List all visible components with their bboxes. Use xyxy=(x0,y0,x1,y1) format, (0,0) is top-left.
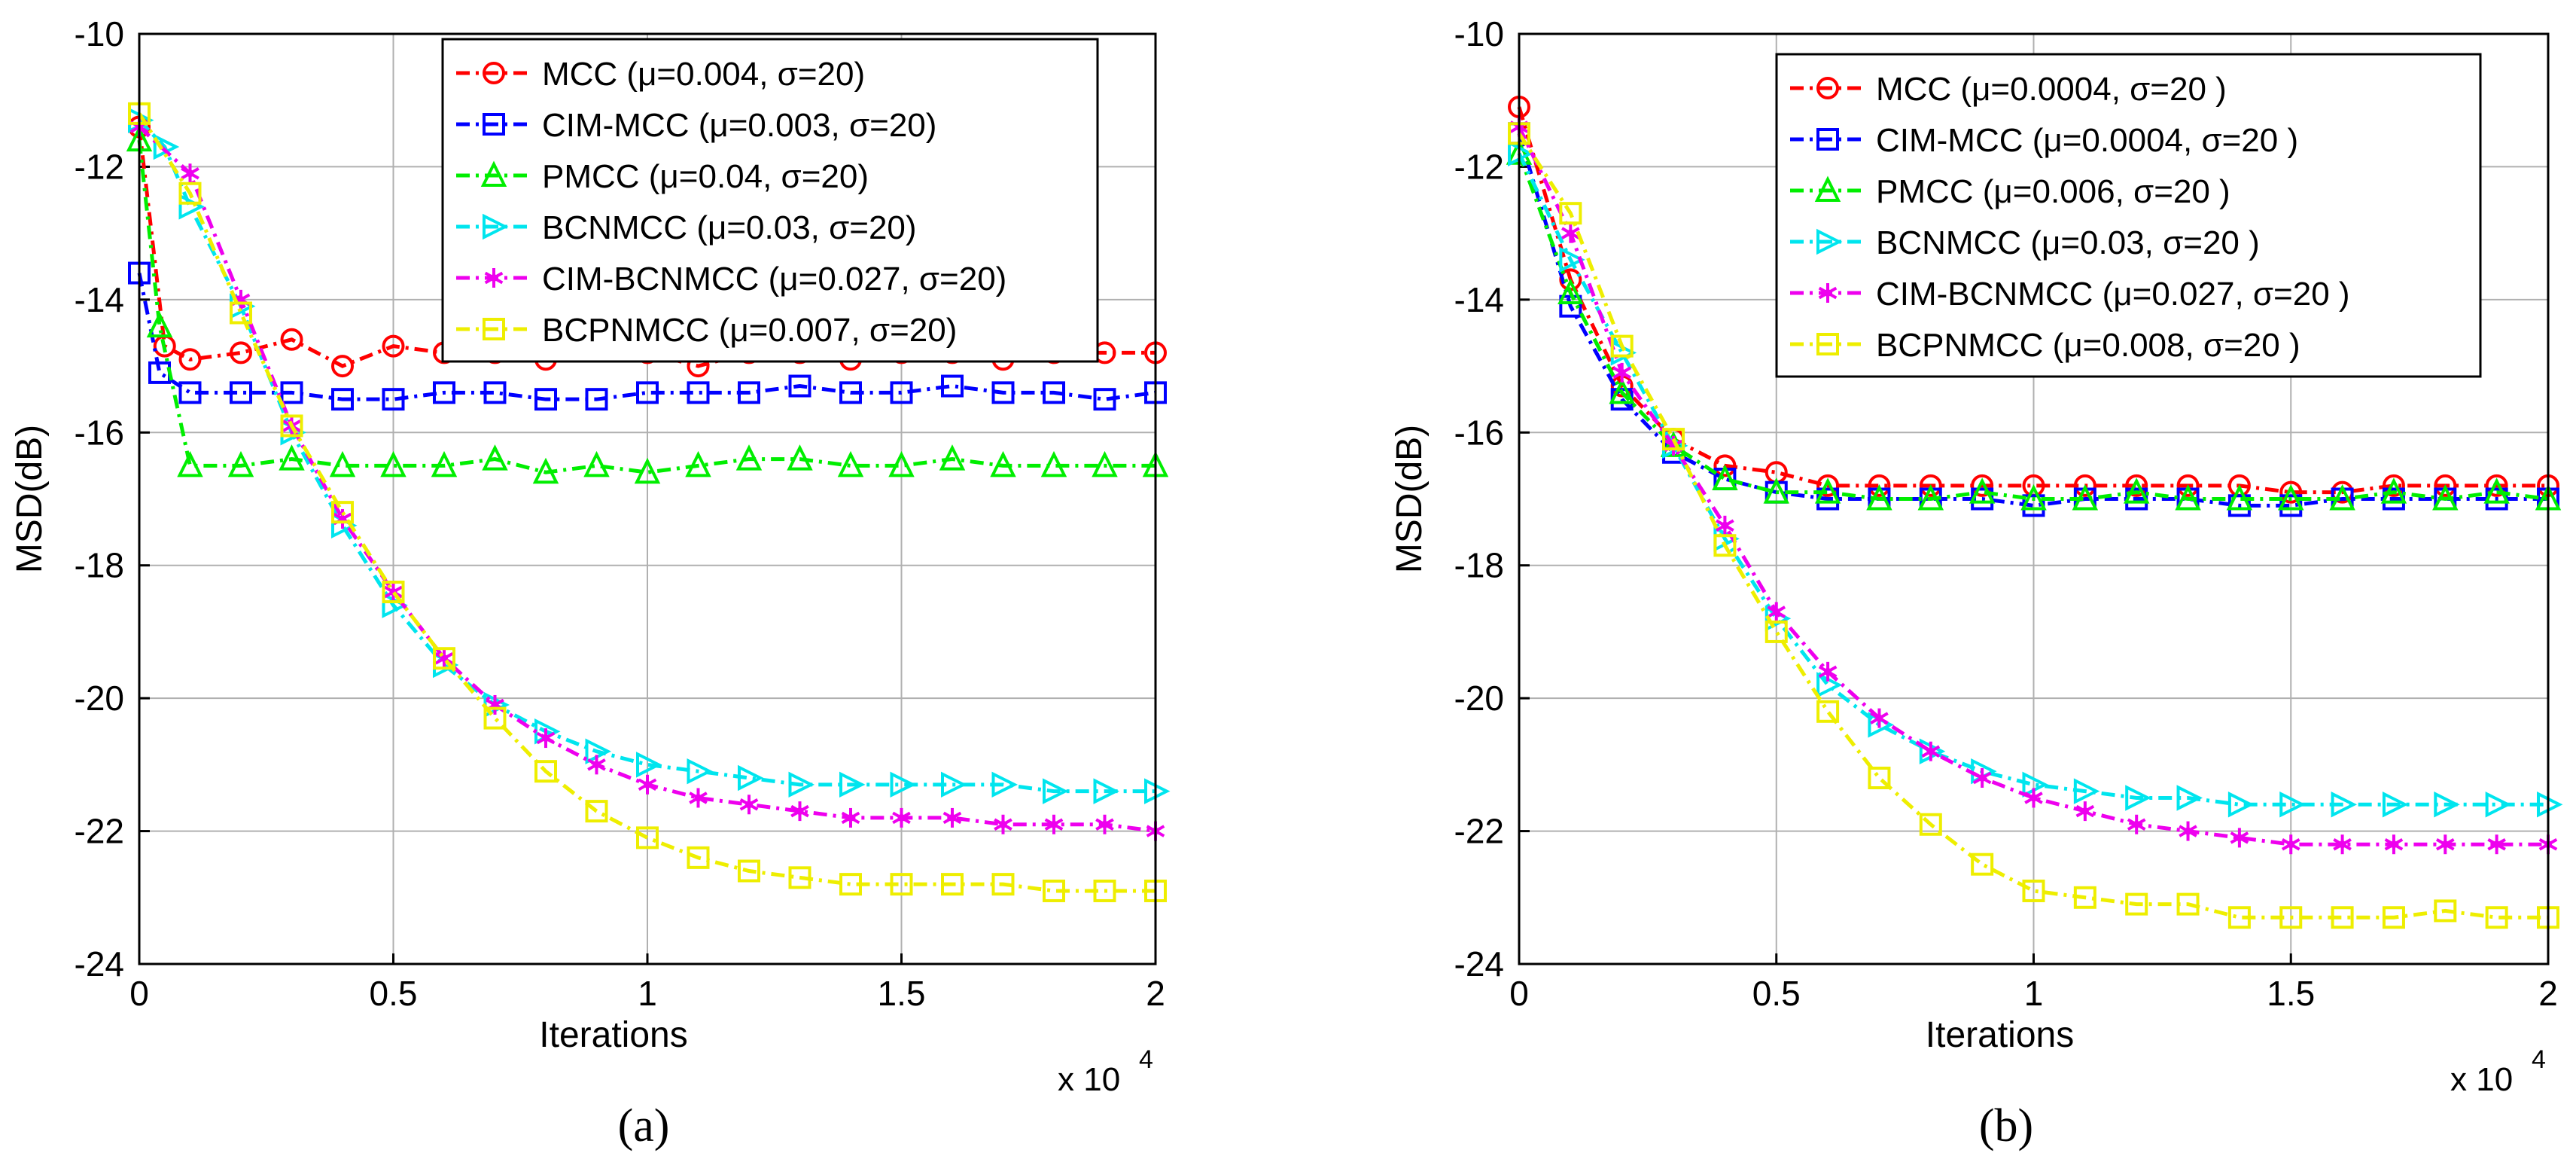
y-tick-label: -22 xyxy=(1454,812,1504,851)
x-multiplier-exponent: 4 xyxy=(1139,1045,1153,1074)
figure: (a) 0 0.5 1 1.5 2 -10 -12 -14 -16 -18 -20 -22 -24 Ite… xyxy=(0,0,2576,1153)
x-multiplier: x 10 xyxy=(1058,1061,1120,1098)
x-tick-label: 1 xyxy=(2024,974,2044,1013)
y-tick-label: -20 xyxy=(75,679,124,718)
legend-label: BCPNMCC (μ=0.007, σ=20) xyxy=(542,312,957,349)
y-tick-label: -12 xyxy=(1454,147,1504,186)
y-tick-label: -16 xyxy=(75,413,124,452)
x-tick-label: 1.5 xyxy=(878,974,926,1013)
legend-label: BCPNMCC (μ=0.008, σ=20 ) xyxy=(1876,327,2300,364)
chart-panel-a: (a) 0 0.5 1 1.5 2 -10 -12 -14 -16 -18 -20 -22 -24 Ite… xyxy=(10,14,1167,1151)
x-tick-label: 0 xyxy=(129,974,149,1013)
y-axis-label: MSD(dB) xyxy=(10,425,50,573)
y-tick-label: -14 xyxy=(1454,280,1504,319)
legend-label: MCC (μ=0.0004, σ=20 ) xyxy=(1876,71,2227,108)
x-tick-label: 0.5 xyxy=(1752,974,1801,1013)
legend-label: CIM-BCNMCC (μ=0.027, σ=20) xyxy=(542,261,1006,297)
legend-label: PMCC (μ=0.04, σ=20) xyxy=(542,158,869,195)
y-tick-label: -10 xyxy=(1454,14,1504,53)
x-tick-label: 0.5 xyxy=(370,974,418,1013)
y-tick-label: -20 xyxy=(1454,679,1504,718)
panel-label-a: (a) xyxy=(618,1100,670,1151)
x-multiplier: x 10 xyxy=(2450,1061,2513,1098)
legend-label: MCC (μ=0.004, σ=20) xyxy=(542,56,865,93)
y-tick-label: -24 xyxy=(75,944,124,984)
panel-label-b: (b) xyxy=(1979,1100,2033,1151)
x-tick-label: 0 xyxy=(1509,974,1529,1013)
x-tick-label: 2 xyxy=(2538,974,2558,1013)
x-axis-label: Iterations xyxy=(1926,1015,2074,1055)
y-tick-label: -18 xyxy=(75,546,124,585)
y-tick-label: -18 xyxy=(1454,546,1504,585)
x-multiplier-exponent: 4 xyxy=(2532,1045,2546,1074)
legend-label: PMCC (μ=0.006, σ=20 ) xyxy=(1876,173,2230,210)
y-tick-label: -12 xyxy=(75,147,124,186)
legend-label: CIM-BCNMCC (μ=0.027, σ=20 ) xyxy=(1876,276,2350,313)
legend-a: MCC (μ=0.004, σ=20) CIM-MCC (μ=0.003, σ=2… xyxy=(443,39,1098,361)
x-tick-label: 1.5 xyxy=(2267,974,2315,1013)
y-tick-label: -10 xyxy=(75,14,124,53)
y-tick-label: -22 xyxy=(75,812,124,851)
y-tick-label: -14 xyxy=(75,280,124,319)
legend-b: MCC (μ=0.0004, σ=20 ) CIM-MCC (μ=0.0004, … xyxy=(1777,54,2480,377)
y-tick-label: -16 xyxy=(1454,413,1504,452)
chart-panel-b: (b) 0 0.5 1 1.5 2 -10 -12 -14 -16 -18 -20 -22 -24 Ite… xyxy=(1390,14,2559,1151)
legend-label: BCNMCC (μ=0.03, σ=20 ) xyxy=(1876,224,2260,261)
y-axis-label: MSD(dB) xyxy=(1390,425,1430,573)
x-tick-label: 1 xyxy=(638,974,657,1013)
legend-label: CIM-MCC (μ=0.003, σ=20) xyxy=(542,107,936,144)
y-tick-label: -24 xyxy=(1454,944,1504,984)
legend-label: CIM-MCC (μ=0.0004, σ=20 ) xyxy=(1876,122,2298,159)
x-axis-label: Iterations xyxy=(539,1015,687,1055)
legend-label: BCNMCC (μ=0.03, σ=20) xyxy=(542,209,917,246)
x-tick-label: 2 xyxy=(1146,974,1165,1013)
